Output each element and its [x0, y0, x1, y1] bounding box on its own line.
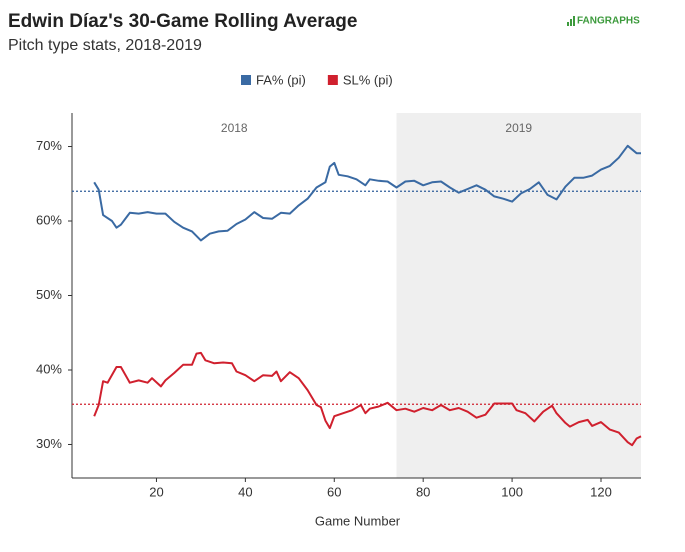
chart-subtitle: Pitch type stats, 2018-2019: [8, 37, 202, 54]
region-label: 2019: [505, 121, 532, 135]
legend-swatch: [241, 75, 251, 85]
x-tick-label: 80: [416, 484, 430, 499]
region-label: 2018: [221, 121, 248, 135]
shaded-region: [396, 113, 641, 478]
legend-label: SL% (pi): [343, 72, 393, 87]
x-axis-label: Game Number: [315, 513, 401, 528]
legend-swatch: [327, 75, 338, 85]
y-tick-label: 50%: [36, 287, 62, 302]
x-tick-label: 100: [501, 484, 523, 499]
x-tick-label: 40: [238, 484, 252, 499]
y-tick-label: 40%: [36, 361, 62, 376]
logo-icon: [570, 19, 572, 26]
y-tick-label: 70%: [36, 138, 62, 153]
legend-label: FA% (pi): [256, 72, 306, 87]
y-tick-label: 30%: [36, 436, 62, 451]
logo-icon: [573, 16, 575, 26]
logo-icon: [567, 22, 569, 26]
chart-title: Edwin Díaz's 30-Game Rolling Average: [8, 11, 357, 32]
x-tick-label: 120: [590, 484, 612, 499]
x-tick-label: 20: [149, 484, 163, 499]
y-tick-label: 60%: [36, 212, 62, 227]
series-line: [93, 144, 641, 242]
legend: FA% (pi) SL% (pi): [241, 72, 393, 87]
x-tick-label: 60: [327, 484, 341, 499]
logo-text: FANGRAPHS: [577, 16, 640, 27]
series-line: [93, 351, 642, 447]
logo: FANGRAPHS: [567, 16, 640, 27]
